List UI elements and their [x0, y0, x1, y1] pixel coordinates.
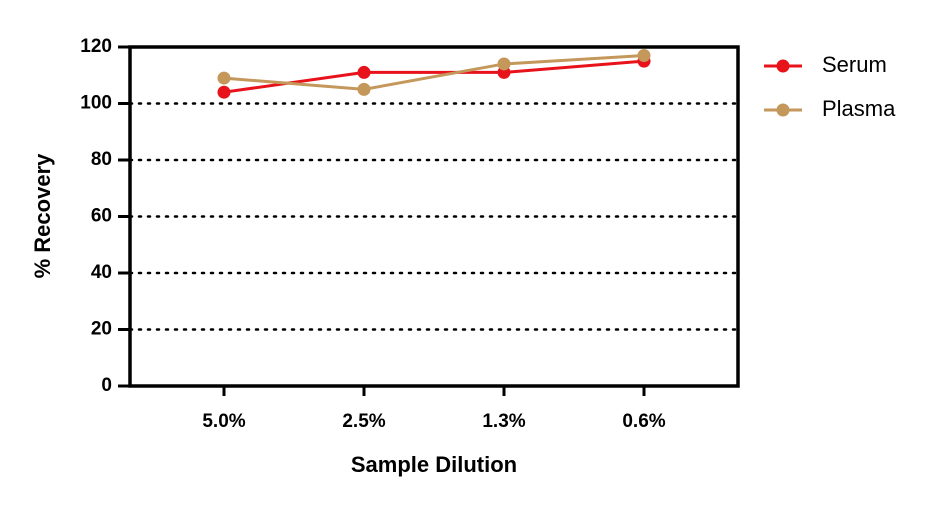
y-tick-label: 100: [80, 93, 112, 114]
legend-marker: [776, 59, 790, 73]
y-tick-label: 20: [91, 319, 112, 340]
point: [497, 57, 511, 71]
plot-frame: [128, 45, 740, 388]
point: [637, 48, 651, 62]
legend-label: Plasma: [822, 96, 896, 121]
x-tick-label: 2.5%: [342, 411, 385, 432]
point: [357, 82, 371, 96]
legend-marker: [776, 103, 790, 117]
y-tick-label: 60: [91, 206, 112, 227]
y-tick-label: 0: [101, 375, 112, 396]
x-tick-label: 1.3%: [482, 411, 525, 432]
series-line: [223, 53, 645, 91]
point: [217, 85, 231, 99]
legend-label: Serum: [822, 52, 887, 77]
y-tick-label: 80: [91, 149, 112, 170]
x-axis-label: Sample Dilution: [351, 452, 517, 477]
y-tick-label: 120: [80, 36, 112, 57]
x-tick-label: 0.6%: [622, 411, 665, 432]
y-axis-label: % Recovery: [30, 153, 55, 279]
x-tick-label: 5.0%: [202, 411, 245, 432]
point: [217, 71, 231, 85]
y-tick-label: 40: [91, 262, 112, 283]
point: [357, 65, 371, 79]
